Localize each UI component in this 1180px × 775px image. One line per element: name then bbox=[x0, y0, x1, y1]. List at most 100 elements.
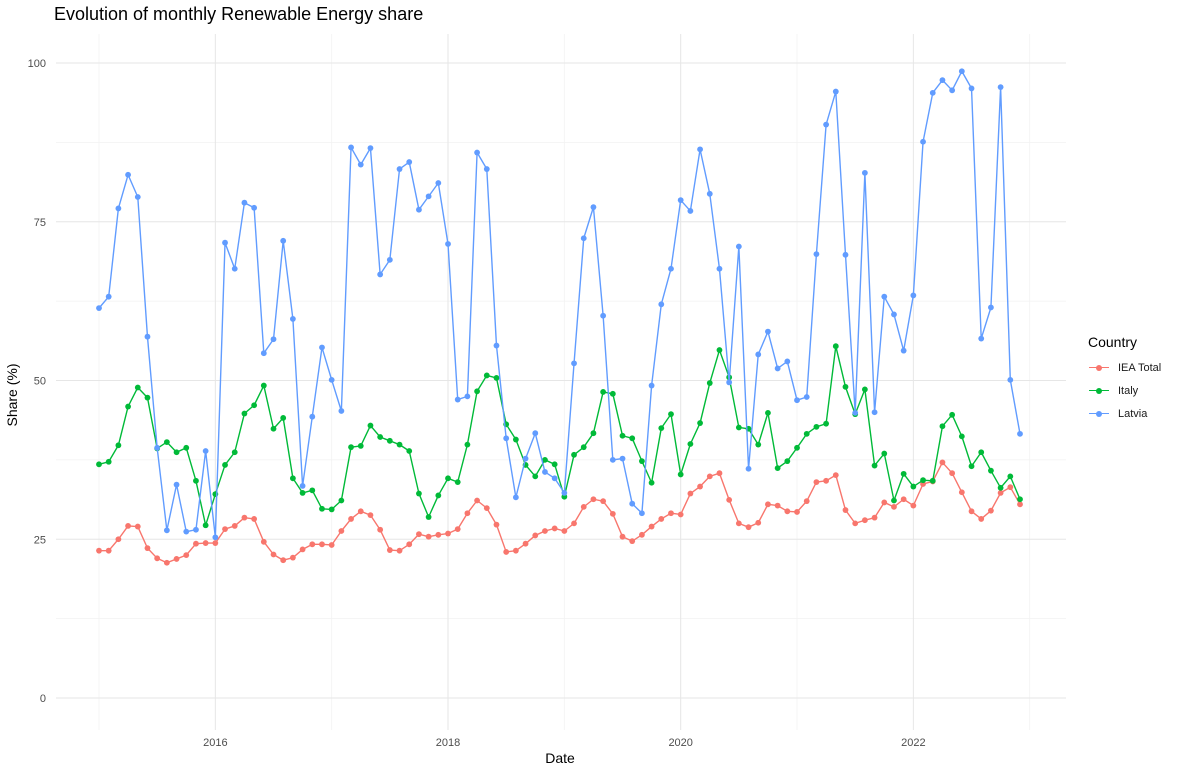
data-point-iea-total bbox=[328, 542, 335, 548]
data-point-iea-total bbox=[988, 507, 994, 514]
data-point-iea-total bbox=[949, 470, 956, 477]
data-point-latvia bbox=[939, 77, 946, 84]
x-tick-label: 2016 bbox=[203, 737, 227, 749]
data-point-iea-total bbox=[648, 523, 655, 530]
data-point-latvia bbox=[532, 430, 539, 437]
data-point-italy bbox=[958, 433, 965, 440]
data-point-latvia bbox=[803, 394, 810, 400]
y-tick-label: 50 bbox=[34, 376, 46, 388]
data-point-iea-total bbox=[997, 489, 1004, 496]
data-point-italy bbox=[377, 434, 384, 440]
x-axis-label: Date bbox=[545, 750, 575, 766]
data-point-italy bbox=[735, 424, 742, 431]
data-point-iea-total bbox=[193, 540, 199, 547]
data-point-latvia bbox=[222, 239, 228, 246]
data-point-latvia bbox=[173, 481, 180, 488]
data-point-italy bbox=[871, 462, 878, 469]
data-point-iea-total bbox=[958, 489, 965, 496]
legend-title: Country bbox=[1088, 334, 1138, 350]
data-point-latvia bbox=[542, 469, 548, 475]
data-point-italy bbox=[658, 425, 665, 432]
data-point-latvia bbox=[493, 342, 500, 349]
data-point-latvia bbox=[503, 435, 510, 442]
data-point-latvia bbox=[774, 365, 781, 372]
series-line-iea-total bbox=[99, 461, 1021, 564]
data-point-iea-total bbox=[774, 502, 781, 509]
data-point-italy bbox=[580, 444, 587, 451]
data-point-iea-total bbox=[183, 552, 190, 559]
data-point-iea-total bbox=[377, 526, 384, 533]
data-point-iea-total bbox=[474, 497, 480, 504]
data-point-iea-total bbox=[939, 459, 946, 466]
data-point-italy bbox=[328, 506, 335, 513]
data-point-iea-total bbox=[163, 559, 170, 566]
legend-label: IEA Total bbox=[1118, 361, 1162, 374]
data-point-iea-total bbox=[435, 531, 442, 538]
data-point-latvia bbox=[842, 251, 849, 258]
data-point-iea-total bbox=[871, 514, 878, 521]
data-point-iea-total bbox=[299, 546, 306, 553]
data-point-italy bbox=[929, 477, 936, 484]
data-point-iea-total bbox=[551, 525, 558, 532]
data-point-iea-total bbox=[968, 508, 975, 515]
data-point-italy bbox=[842, 383, 849, 390]
data-point-latvia bbox=[96, 305, 102, 312]
data-point-latvia bbox=[755, 351, 762, 358]
data-point-italy bbox=[823, 420, 830, 427]
data-point-iea-total bbox=[338, 528, 345, 534]
data-point-latvia bbox=[590, 204, 597, 211]
data-point-latvia bbox=[910, 292, 917, 299]
data-point-latvia bbox=[949, 87, 956, 94]
data-point-italy bbox=[464, 441, 471, 448]
data-point-latvia bbox=[328, 376, 335, 383]
data-point-latvia bbox=[658, 301, 665, 308]
data-point-latvia bbox=[319, 344, 325, 351]
data-point-italy bbox=[241, 410, 248, 417]
data-point-latvia bbox=[900, 347, 907, 354]
data-point-italy bbox=[861, 386, 868, 393]
data-point-latvia bbox=[445, 241, 451, 247]
data-point-iea-total bbox=[396, 547, 403, 554]
data-point-latvia bbox=[571, 360, 577, 367]
data-point-iea-total bbox=[280, 557, 287, 564]
data-point-italy bbox=[319, 505, 325, 512]
data-point-italy bbox=[483, 372, 490, 379]
data-point-italy bbox=[222, 462, 228, 468]
data-point-iea-total bbox=[319, 541, 325, 548]
data-point-italy bbox=[571, 451, 577, 458]
data-point-iea-total bbox=[270, 551, 277, 558]
data-point-latvia bbox=[600, 312, 607, 319]
data-point-latvia bbox=[891, 311, 897, 318]
data-point-italy bbox=[134, 384, 141, 391]
data-point-iea-total bbox=[454, 526, 461, 532]
data-point-latvia bbox=[871, 409, 878, 416]
data-point-latvia bbox=[377, 271, 384, 278]
x-tick-label: 2018 bbox=[436, 737, 460, 749]
data-point-italy bbox=[900, 470, 907, 477]
data-point-italy bbox=[813, 423, 820, 430]
data-point-iea-total bbox=[406, 541, 413, 548]
data-point-italy bbox=[677, 471, 684, 478]
data-point-italy bbox=[474, 388, 480, 395]
data-point-latvia bbox=[193, 526, 199, 533]
data-point-italy bbox=[988, 467, 994, 474]
data-point-italy bbox=[367, 422, 374, 429]
minor-gridlines bbox=[56, 34, 1066, 730]
data-point-iea-total bbox=[755, 519, 762, 526]
data-point-latvia bbox=[183, 528, 190, 535]
data-point-iea-total bbox=[522, 540, 529, 547]
data-point-latvia bbox=[551, 475, 558, 482]
data-point-italy bbox=[891, 497, 897, 504]
data-point-italy bbox=[280, 415, 287, 421]
data-point-latvia bbox=[794, 397, 800, 404]
data-point-latvia bbox=[512, 494, 519, 501]
data-point-italy bbox=[231, 449, 238, 456]
data-point-italy bbox=[978, 449, 985, 456]
data-point-italy bbox=[765, 409, 771, 416]
data-point-italy bbox=[1007, 473, 1014, 480]
data-point-italy bbox=[697, 420, 703, 426]
data-point-latvia bbox=[260, 350, 267, 357]
data-point-latvia bbox=[212, 534, 219, 541]
data-point-latvia bbox=[134, 194, 141, 200]
